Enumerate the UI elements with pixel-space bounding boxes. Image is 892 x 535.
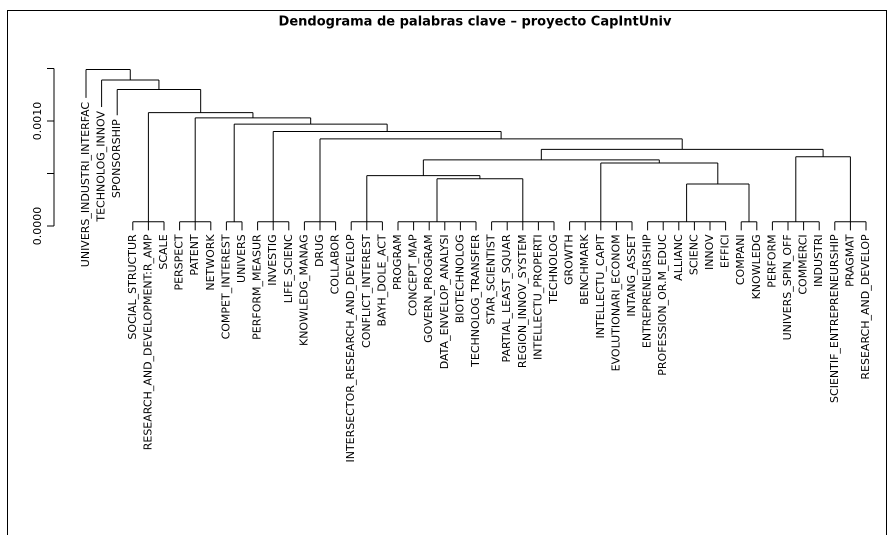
leaf-label: TECHNOLOG_TRANSFER — [469, 234, 482, 368]
leaf-label: GOVERN_PROGRAM — [422, 234, 435, 343]
leaf-label: UNIVERS — [235, 234, 248, 283]
leaf-label: DATA_ENVELOP_ANALYSI — [438, 234, 451, 369]
leaf-label: INVESTIG — [266, 234, 279, 285]
leaf-label: COLLABOR — [329, 234, 342, 294]
leaf-label: INDUSTRI — [812, 234, 825, 287]
leaf-label: SCIENC — [687, 234, 700, 275]
leaf-label: KNOWLEDG_MANAG — [297, 234, 310, 346]
leaf-label: COMPET_INTEREST — [219, 234, 232, 339]
leaf-label: INTANG_ASSET — [625, 234, 638, 317]
leaf-label: UNIVERS_INDUSTRI_INTERFAC — [79, 102, 92, 268]
leaf-label: NETWORK — [204, 234, 217, 291]
leaf-label: INTELLECTU_CAPIT — [594, 234, 607, 338]
leaf-label: LIFE_SCIENC — [282, 234, 295, 303]
leaf-label: KNOWLEDG — [750, 234, 763, 299]
leaf-label: CONFLICT_INTEREST — [360, 234, 373, 348]
leaf-label: COMMERCI — [797, 234, 810, 294]
leaf-label: PERFORM — [765, 234, 778, 287]
leaf-label: SCIENTIF_ENTREPRENEURSHIP — [828, 234, 841, 403]
leaf-label: TECHNOLOG_INNOV — [95, 111, 108, 223]
leaf-label: PARTIAL_LEAST_SQUAR — [500, 234, 513, 362]
leaf-label: BAYH_DOLE_ACT — [375, 234, 388, 326]
frame — [7, 10, 887, 535]
leaf-label: BENCHMARK — [578, 234, 591, 305]
leaf-label: PERFORM_MEASUR — [251, 234, 264, 340]
y-tick-label: 0.0000 — [31, 207, 44, 246]
y-tick-label: 0.0010 — [31, 102, 44, 141]
leaf-label: ENTREPRENEURSHIP — [641, 234, 654, 348]
leaf-label: PRAGMAT — [843, 234, 856, 287]
leaf-label: PERSPECT — [173, 234, 186, 290]
leaf-label: GROWTH — [563, 234, 576, 285]
leaf-label: TECHNOLOG — [547, 234, 560, 304]
leaf-label: SPONSORSHIP — [110, 119, 123, 198]
leaf-label: RESEARCH_AND_DEVELOP — [859, 234, 872, 380]
leaf-label: SOCIAL_STRUCTUR — [126, 234, 139, 340]
leaf-label: UNIVERS_SPIN_OFF — [781, 234, 794, 340]
leaf-label: RESEARCH_AND_DEVELOPMENT:R_AMP — [141, 234, 154, 450]
leaf-label: EFFICI — [719, 234, 732, 268]
leaf-label: ALLIANC — [672, 234, 685, 281]
leaf-label: INTELLECTU_PROPERTI — [531, 234, 544, 360]
chart-title: Dendograma de palabras clave – proyecto … — [279, 15, 672, 30]
leaf-label: EVOLUTIONARI_ECONOM — [609, 234, 622, 371]
leaf-label: PATENT — [188, 234, 201, 275]
leaf-label: PROFESSION_OR.M_EDUC — [656, 234, 669, 376]
leaf-label: COMPANI — [734, 234, 747, 285]
leaf-label: SCALE — [157, 234, 170, 269]
leaf-label: REGION_INNOV_SYSTEM — [516, 234, 529, 368]
leaf-label: PROGRAM — [391, 234, 404, 290]
leaf-label: STAR_SCIENTIST — [485, 234, 498, 325]
leaf-label: CONCEPT_MAP — [407, 234, 420, 316]
leaf-label: INTERSECTOR_RESEARCH_AND_DEVELOP — [344, 234, 357, 463]
leaf-label: INNOV — [703, 234, 716, 270]
leaf-label: DRUG — [313, 234, 326, 267]
leaf-label: BIOTECHNOLOG — [453, 234, 466, 323]
